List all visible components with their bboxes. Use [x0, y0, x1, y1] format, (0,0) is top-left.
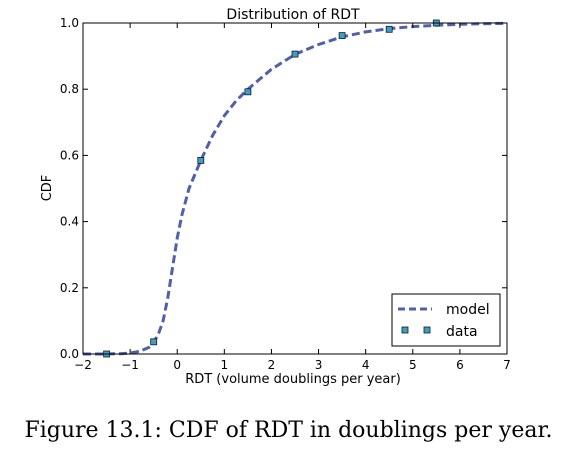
x-axis-ticks: −2 −1 0 1 2 3 4 5 6 7: [74, 23, 511, 372]
figure-caption: Figure 13.1: CDF of RDT in doublings per…: [24, 418, 553, 443]
chart-title: Distribution of RDT: [226, 7, 360, 23]
x-tick-label: 6: [456, 358, 464, 372]
data-point: [338, 32, 346, 39]
y-axis-ticks: 0.0 0.2 0.4 0.6 0.8 1.0: [60, 16, 507, 361]
legend-data-swatch-1: [401, 326, 409, 334]
x-tick-label: 4: [362, 358, 370, 372]
x-tick-label: 3: [315, 358, 323, 372]
x-tick-label: 5: [409, 358, 417, 372]
x-tick-label: 0: [173, 358, 181, 372]
legend-box: [391, 293, 501, 347]
legend-data-label: data: [446, 324, 478, 340]
x-tick-label: 1: [221, 358, 229, 372]
data-point: [150, 338, 158, 346]
y-tick-label: 0.4: [60, 215, 79, 229]
y-tick-label: 1.0: [60, 16, 79, 30]
x-tick-label: −2: [74, 358, 92, 372]
data-point: [291, 50, 299, 58]
model-series-line: [83, 21, 508, 356]
y-axis-label: CDF: [40, 175, 55, 202]
y-tick-label: 0.0: [60, 347, 79, 361]
legend-model-label: model: [446, 302, 490, 318]
x-tick-label: 7: [503, 358, 511, 372]
plot-frame: [82, 22, 508, 355]
legend-data-swatch-2: [423, 326, 431, 334]
data-point: [244, 88, 252, 96]
x-tick-label: −1: [121, 358, 139, 372]
legend: model data: [391, 293, 501, 347]
y-tick-label: 0.2: [60, 281, 79, 295]
data-point: [197, 156, 205, 164]
x-axis-label: RDT (volume doublings per year): [185, 372, 401, 387]
data-point: [385, 25, 393, 33]
plot-area: [82, 19, 508, 358]
y-tick-label: 0.8: [60, 82, 79, 96]
y-tick-label: 0.6: [60, 148, 79, 162]
x-tick-label: 2: [268, 358, 276, 372]
